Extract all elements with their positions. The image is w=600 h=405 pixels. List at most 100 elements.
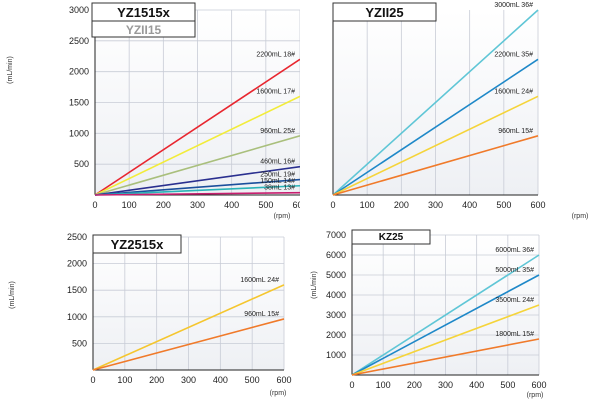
x-tick-label: 100: [122, 200, 137, 210]
series-line: [351, 338, 540, 376]
series-line: [94, 178, 301, 196]
y-tick-label: 6000: [326, 250, 346, 260]
chart-yz1515x: 0 100 200 300 400 500 600 500 1000 1500 2000 2500 30…: [7, 2, 308, 220]
x-tick-label: 600: [276, 375, 291, 385]
chart-kz25: 0 100 200 300 400 500 600 1000 2000 3000 4000 5000 6…: [311, 229, 547, 399]
series-line: [92, 318, 285, 371]
x-tick-label: 200: [394, 200, 409, 210]
series-label: 250mL 19#: [260, 172, 295, 179]
series-line: [332, 135, 539, 196]
x-tick-label: 500: [245, 375, 260, 385]
series-line: [94, 191, 301, 196]
series-line: [92, 284, 285, 371]
x-tick-label: 600: [292, 200, 300, 210]
x-tick-label: 300: [438, 380, 453, 390]
x-tick-label: 600: [531, 380, 546, 390]
series-line: [351, 254, 540, 376]
y-tick-label: 2500: [69, 36, 89, 46]
x-tick-label: 200: [407, 380, 422, 390]
y-tick-label: 7000: [326, 230, 346, 240]
series-label: 960mL 15#: [244, 311, 279, 318]
x-tick-label: 0: [92, 200, 97, 210]
series-label: 2200mL 35#: [494, 51, 533, 58]
series-line: [351, 304, 540, 376]
y-tick-label: 5000: [326, 270, 346, 280]
y-axis-label: (mL/min): [7, 56, 14, 84]
y-tick-label: 2000: [67, 259, 87, 269]
x-tick-label: 500: [496, 200, 511, 210]
chart-title: YZII25: [365, 5, 403, 20]
x-tick-label: 300: [190, 200, 205, 210]
y-tick-label: 500: [74, 159, 89, 169]
x-tick-label: 600: [530, 200, 545, 210]
series-label: 38mL 13#: [264, 185, 295, 192]
x-axis-label: (rpm): [274, 213, 291, 220]
y-tick-label: 1500: [67, 285, 87, 295]
x-tick-label: 0: [349, 380, 354, 390]
series-line: [94, 58, 301, 196]
y-tick-label: 1500: [69, 98, 89, 108]
y-tick-label: 3000: [326, 310, 346, 320]
x-tick-label: 100: [376, 380, 391, 390]
series-label: 6000mL 36#: [495, 247, 534, 254]
x-axis-label: (rpm): [270, 390, 287, 397]
chart-panel-kz25: 0 100 200 300 400 500 600 1000 2000 3000 4000 5000 6…: [300, 225, 600, 400]
y-tick-label: 4000: [326, 290, 346, 300]
y-tick-label: 1000: [326, 350, 346, 360]
y-tick-label: 1000: [69, 128, 89, 138]
series-label: 1600mL 24#: [494, 88, 533, 95]
chart-yzii25: 0 100 200 300 400 500 600 (rpm) 3000mL 36# 2200mL…: [330, 2, 588, 220]
series-label: 1800mL 15#: [495, 331, 534, 338]
series-label: 150mL 14#: [260, 178, 295, 185]
series-label: 3000mL 36#: [494, 2, 533, 9]
x-tick-label: 200: [149, 375, 164, 385]
chart-yz2515x: 0 100 200 300 400 500 600 500 1000 1500 2000 2500 (m…: [9, 232, 292, 397]
chart-title-box: [332, 2, 437, 22]
y-tick-label: 2000: [69, 67, 89, 77]
series-line: [94, 165, 301, 196]
series-label: 2200mL 18#: [256, 51, 295, 58]
series-line: [351, 274, 540, 376]
y-axis-label: (mL/min): [311, 271, 318, 299]
x-tick-label: 400: [224, 200, 239, 210]
x-tick-label: 0: [90, 375, 95, 385]
series-label: 5000mL 35#: [495, 267, 534, 274]
x-tick-label: 400: [462, 200, 477, 210]
x-tick-label: 300: [428, 200, 443, 210]
x-axis-label: (rpm): [572, 213, 589, 220]
series-label: 1600mL 17#: [256, 88, 295, 95]
x-tick-label: 200: [156, 200, 171, 210]
chart-group: 0 100 200 300 400 500 600 (rpm) 3000mL 36# 2200mL…: [330, 2, 588, 220]
chart-group: 0 100 200 300 400 500 600 1000 2000 3000 4000 5000 6…: [311, 229, 547, 399]
series-label: 960mL 15#: [498, 128, 533, 135]
x-tick-label: 0: [330, 200, 335, 210]
chart-title-box: [351, 229, 431, 245]
series-label: 3500mL 24#: [495, 297, 534, 304]
series-label: 1600mL 24#: [240, 277, 279, 284]
series-line: [332, 58, 539, 196]
series-line: [332, 9, 539, 196]
chart-panel-yzii25: 0 100 200 300 400 500 600 (rpm) 3000mL 36# 2200mL…: [300, 0, 600, 225]
y-tick-label: 2500: [67, 232, 87, 242]
y-axis-label: (mL/min): [9, 281, 16, 309]
chart-panel-yz1515x: 0 100 200 300 400 500 600 500 1000 1500 2000 2500 30…: [0, 0, 308, 225]
chart-title: YZ2515x: [111, 237, 165, 252]
x-tick-label: 100: [117, 375, 132, 385]
x-tick-label: 400: [213, 375, 228, 385]
chart-title: YZ1515x: [117, 5, 171, 20]
series-line: [332, 95, 539, 196]
series-label: 460mL 16#: [260, 159, 295, 166]
chart-group: 0 100 200 300 400 500 600 500 1000 1500 2000 2500 30…: [7, 2, 308, 220]
chart-title: KZ25: [379, 232, 404, 243]
series-label: 960mL 25#: [260, 128, 295, 135]
chart-subtitle: YZII15: [126, 23, 162, 37]
chart-subtitle-box: [91, 20, 196, 38]
x-tick-label: 400: [469, 380, 484, 390]
series-line: [94, 184, 301, 196]
x-tick-label: 500: [500, 380, 515, 390]
y-tick-label: 500: [72, 338, 87, 348]
y-tick-label: 3000: [69, 5, 89, 15]
x-tick-label: 500: [258, 200, 273, 210]
series-line: [94, 95, 301, 196]
x-axis-label: (rpm): [527, 392, 544, 399]
